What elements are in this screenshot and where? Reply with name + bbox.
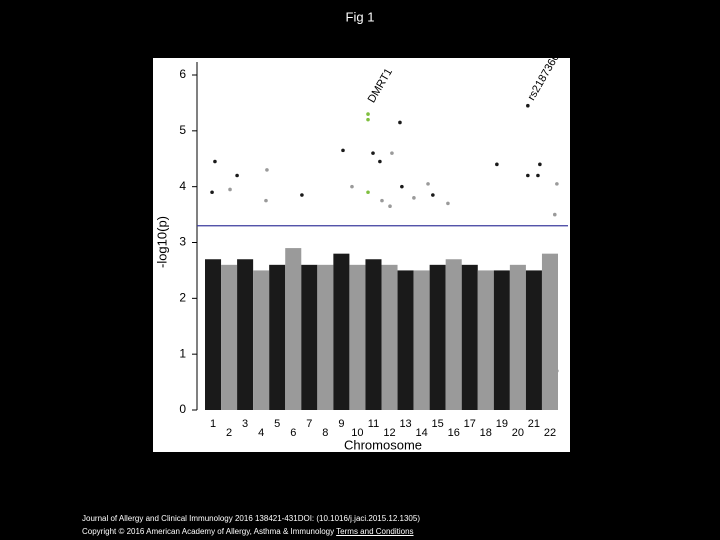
x-tick-label: 6 — [290, 427, 296, 439]
x-tick-label: 20 — [512, 427, 524, 439]
x-tick-label: 15 — [432, 418, 444, 430]
chromosome-band — [333, 253, 350, 410]
x-tick-label: 8 — [322, 427, 328, 439]
peak-point — [538, 162, 542, 167]
chromosome-band — [269, 264, 286, 410]
chromosome-band — [253, 270, 270, 410]
y-tick-label: 5 — [179, 123, 186, 137]
peak-point — [341, 148, 345, 153]
highlight-point — [366, 112, 370, 116]
peak-point — [228, 187, 232, 192]
y-tick-label: 1 — [179, 346, 186, 360]
peak-point — [446, 201, 450, 206]
x-tick-label: 1 — [210, 418, 216, 430]
x-tick-label: 11 — [368, 418, 379, 430]
chromosome-band — [381, 264, 398, 410]
peak-point — [213, 159, 217, 164]
y-tick-label: 3 — [179, 235, 186, 249]
chromosome-band — [445, 259, 462, 410]
peak-point — [380, 198, 384, 203]
y-tick-label: 2 — [179, 291, 186, 305]
peak-point — [350, 184, 354, 189]
peak-point — [390, 151, 394, 155]
x-tick-label: 3 — [242, 418, 248, 430]
chromosome-band — [365, 259, 382, 410]
peak-point — [300, 193, 304, 197]
chromosome-band — [429, 264, 446, 410]
chromosome-band — [221, 264, 238, 410]
x-tick-label: 21 — [528, 418, 540, 430]
chromosome-band — [541, 253, 558, 410]
x-tick-label: 16 — [448, 427, 460, 439]
x-tick-label: 13 — [399, 418, 411, 430]
chromosome-band — [285, 248, 302, 410]
peak-point — [371, 151, 375, 155]
x-tick-label: 9 — [338, 418, 344, 430]
peak-point — [388, 204, 392, 209]
peak-point — [526, 173, 530, 178]
chromosome-band — [397, 270, 414, 410]
copyright-line: Copyright © 2016 American Academy of All… — [82, 527, 414, 536]
chromosome-band — [349, 264, 366, 410]
chromosome-band — [461, 264, 478, 410]
x-tick-label: 19 — [496, 418, 508, 430]
peak-point — [526, 103, 530, 108]
peak-point — [398, 120, 402, 125]
peak-point — [552, 212, 557, 217]
peak-point — [412, 196, 416, 200]
terms-link[interactable]: Terms and Conditions — [336, 527, 414, 536]
x-tick-label: 10 — [351, 427, 363, 439]
chromosome-band — [493, 270, 510, 410]
x-tick-label: 12 — [383, 427, 395, 439]
x-tick-label: 17 — [464, 418, 476, 430]
chromosome-band — [477, 270, 494, 410]
y-tick-label: 4 — [179, 179, 186, 193]
x-tick-label: 4 — [258, 427, 264, 439]
peak-point — [555, 369, 559, 373]
y-axis-label: -log10(p) — [154, 216, 169, 268]
x-tick-label: 2 — [226, 427, 232, 439]
peak-point — [426, 182, 430, 186]
highlight-point — [366, 190, 370, 195]
chromosome-band — [301, 264, 318, 410]
x-tick-label: 7 — [306, 418, 312, 430]
peak-point — [378, 159, 382, 164]
peak-point — [431, 193, 435, 197]
x-axis-label: Chromosome — [344, 437, 422, 452]
peak-point — [264, 198, 268, 203]
x-tick-label: 14 — [415, 427, 427, 439]
citation: Journal of Allergy and Clinical Immunolo… — [82, 514, 420, 523]
slide-title: Fig 1 — [346, 9, 375, 24]
peak-point — [555, 182, 559, 186]
peak-point — [265, 168, 269, 172]
y-tick-label: 0 — [179, 402, 186, 416]
x-tick-label: 5 — [274, 418, 280, 430]
y-tick-label: 6 — [179, 67, 186, 81]
chromosome-band — [237, 259, 254, 410]
peak-point — [210, 190, 214, 195]
peak-point — [235, 173, 239, 178]
chromosome-band — [413, 270, 430, 410]
chromosome-band — [317, 264, 334, 410]
slide: Fig 1 -log10(p) Chromosome 0123456123456… — [153, 9, 570, 452]
peak-point — [495, 162, 499, 167]
x-tick-label: 18 — [480, 427, 492, 439]
highlight-point — [366, 117, 370, 122]
peak-point — [536, 173, 540, 178]
x-tick-label: 22 — [544, 427, 556, 439]
chromosome-band — [525, 270, 542, 410]
copyright: Copyright © 2016 American Academy of All… — [82, 527, 335, 536]
chromosome-band — [205, 259, 222, 410]
peak-point — [400, 184, 404, 189]
chromosome-band — [509, 264, 526, 410]
